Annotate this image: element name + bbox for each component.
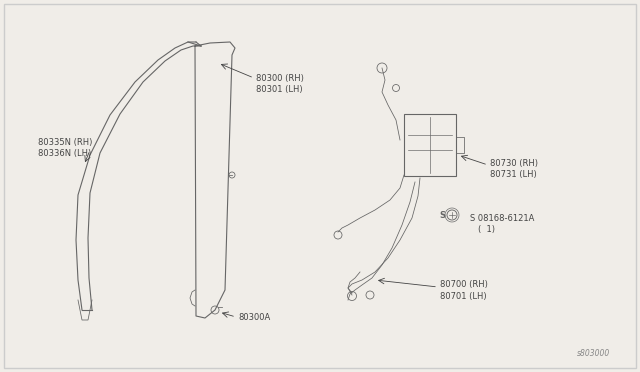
Text: S: S [439, 211, 445, 219]
Text: 80300 (RH): 80300 (RH) [256, 74, 304, 83]
Text: s803000: s803000 [577, 349, 610, 358]
Text: 80300A: 80300A [238, 314, 270, 323]
Text: 80731 (LH): 80731 (LH) [490, 170, 537, 179]
Text: 80335N (RH): 80335N (RH) [38, 138, 92, 147]
Text: 80701 (LH): 80701 (LH) [440, 292, 486, 301]
Text: (  1): ( 1) [478, 224, 495, 234]
Text: 80336N (LH): 80336N (LH) [38, 148, 92, 157]
Bar [404, 114, 456, 176]
Text: S 08168-6121A: S 08168-6121A [470, 214, 534, 222]
Text: 80700 (RH): 80700 (RH) [440, 280, 488, 289]
Text: 80301 (LH): 80301 (LH) [256, 84, 303, 93]
Text: 80730 (RH): 80730 (RH) [490, 158, 538, 167]
